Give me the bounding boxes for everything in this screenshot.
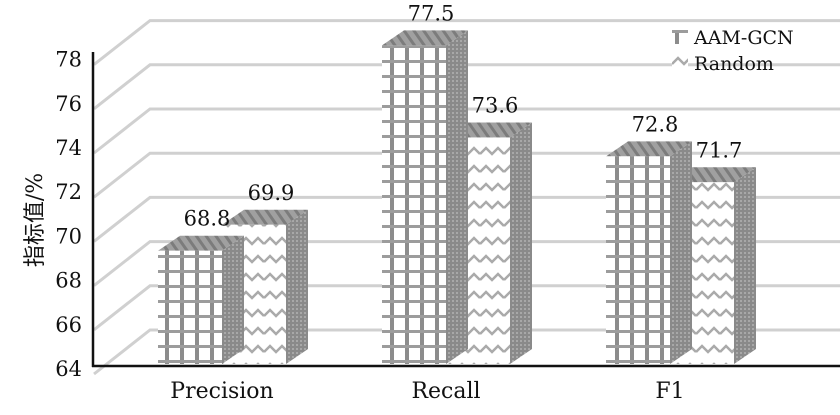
bar-top [222, 209, 308, 225]
bar-aam-gcn-recall: 77.5 [382, 1, 468, 365]
x-tick-label: F1 [655, 379, 684, 404]
bar-top [382, 30, 468, 46]
y-tick-label: 76 [55, 92, 82, 116]
bar-aam-gcn-precision: 68.8 [158, 207, 244, 364]
gridlines [93, 19, 840, 376]
y-tick-label: 78 [55, 48, 82, 72]
bar-side [286, 209, 308, 364]
data-label: 72.8 [632, 112, 679, 136]
bar-front [606, 156, 670, 364]
bar-side [670, 141, 692, 364]
y-tick-label: 72 [55, 180, 82, 204]
legend: AAM-GCN Random [672, 27, 794, 75]
legend-swatch-random [672, 56, 688, 70]
data-label: 77.5 [408, 1, 455, 25]
y-axis-label: 指标值/% [23, 173, 48, 267]
bar-aam-gcn-f1: 72.8 [606, 112, 692, 364]
bar-side [446, 30, 468, 365]
bar-side [734, 167, 756, 364]
axes: 64 66 68 70 72 74 76 78 Precision Recall F1 [55, 48, 840, 404]
y-tick-label: 66 [55, 313, 82, 337]
data-label: 71.7 [696, 138, 743, 162]
data-label: 73.6 [472, 93, 519, 117]
bar-front [158, 250, 222, 364]
x-tick-label: Precision [170, 379, 273, 404]
legend-label-random: Random [694, 53, 774, 75]
gridline [93, 151, 840, 199]
bar-top [606, 141, 692, 157]
bar-front [382, 45, 446, 365]
gridline [93, 19, 840, 66]
gridline [93, 107, 840, 155]
bar-side [222, 235, 244, 364]
y-tick-label: 70 [55, 224, 82, 248]
bar-side [510, 122, 532, 364]
legend-label-aam-gcn: AAM-GCN [693, 27, 794, 49]
x-tick-label: Recall [411, 379, 480, 404]
y-tick-label: 74 [55, 136, 82, 160]
gridline [93, 63, 840, 110]
bars: 69.9 68.8 73.6 77.5 71.7 72.8 [158, 1, 756, 365]
data-label: 69.9 [248, 181, 295, 205]
legend-swatch-aam-gcn [672, 30, 688, 44]
data-label: 68.8 [184, 207, 231, 231]
bar-top [158, 235, 244, 251]
y-tick-label: 64 [55, 357, 82, 381]
y-tick-label: 68 [55, 269, 82, 293]
